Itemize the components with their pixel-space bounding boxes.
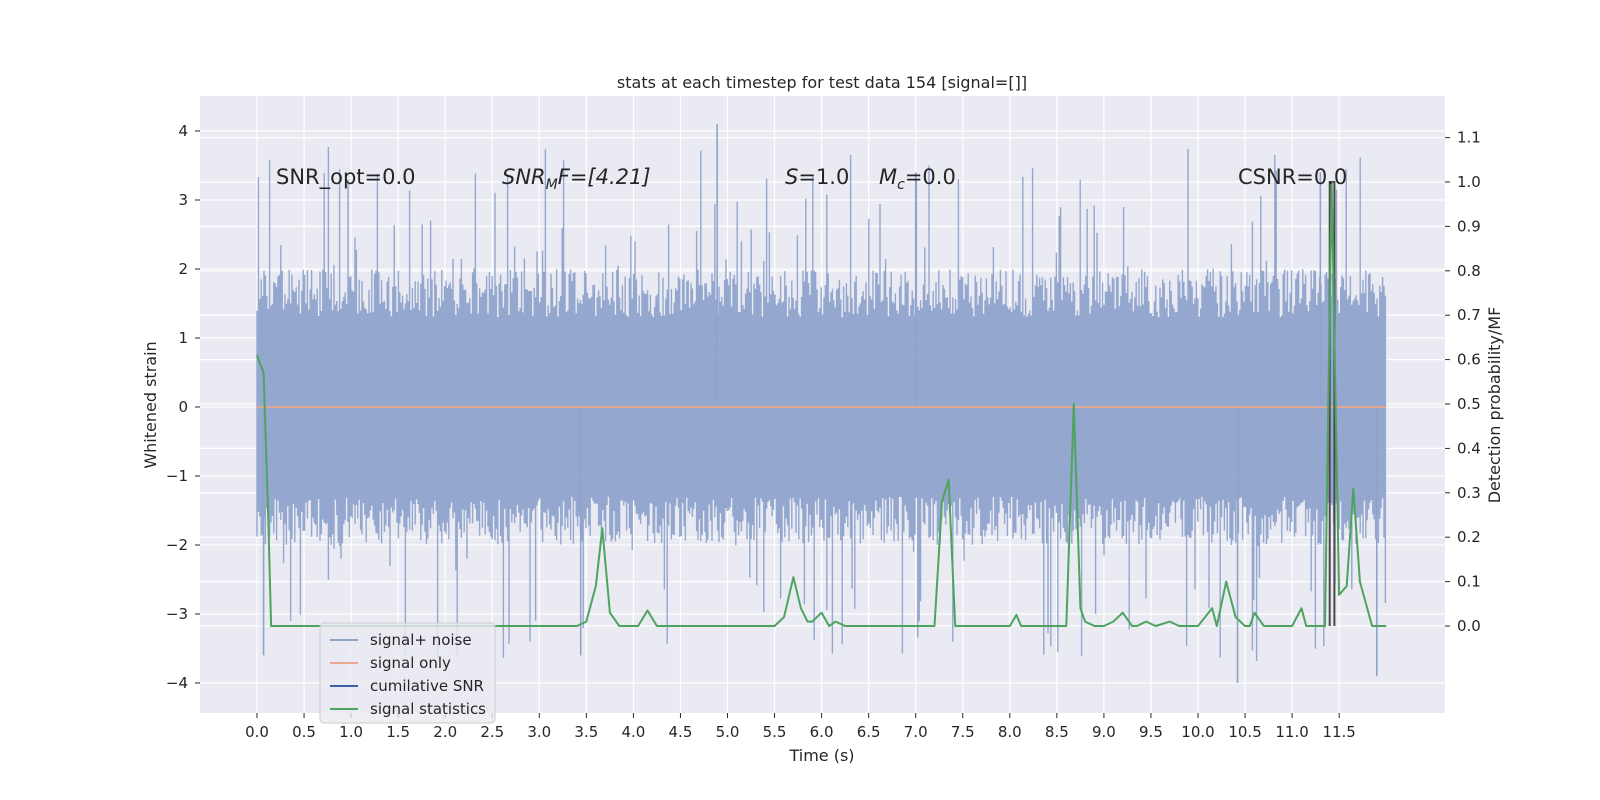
y-tick-label: −3 — [166, 605, 188, 623]
x-tick-label: 0.5 — [292, 723, 316, 741]
y-axis-right-label: Detection probability/MF — [1485, 307, 1504, 504]
y-right-tick-label: 0.1 — [1457, 573, 1481, 591]
x-tick-label: 1.5 — [386, 723, 410, 741]
y-right-tick-label: 0.0 — [1457, 617, 1481, 635]
x-axis-label: Time (s) — [788, 746, 854, 765]
x-tick-label: 7.0 — [904, 723, 928, 741]
annotation-snr-mf-sub: M — [546, 177, 558, 193]
y-right-tick-label: 0.6 — [1457, 351, 1481, 369]
y-tick-label: 2 — [178, 260, 188, 278]
annotation-mc: Mc=0.0 — [879, 165, 956, 193]
annotation-s-main: S — [785, 165, 798, 189]
x-tick-label: 9.5 — [1139, 723, 1163, 741]
chart-title: stats at each timestep for test data 154… — [617, 73, 1027, 92]
axis-ticks: 0.0 0.5 1.0 1.5 2.0 2.5 3.0 3.5 4.0 4.5 5.0 5.5 6.0 6… — [166, 122, 1481, 741]
legend-label-signal-noise: signal+ noise — [370, 631, 472, 649]
signal-statistics-line — [256, 181, 1387, 627]
y-right-tick-label: 0.2 — [1457, 528, 1481, 546]
annotation-snr-mf-rest: F=[4.21] — [558, 165, 651, 189]
x-tick-label: 8.5 — [1045, 723, 1069, 741]
x-tick-label: 10.5 — [1228, 723, 1261, 741]
x-tick-label: 0.0 — [245, 723, 269, 741]
x-tick-label: 4.0 — [621, 723, 645, 741]
y-right-tick-label: 0.7 — [1457, 306, 1481, 324]
y-right-tick-label: 0.5 — [1457, 395, 1481, 413]
x-tick-label: 10.0 — [1181, 723, 1214, 741]
legend-label-cumulative-snr: cumilative SNR — [370, 677, 484, 695]
y-tick-label: −1 — [166, 467, 188, 485]
x-tick-label: 5.5 — [763, 723, 787, 741]
x-tick-label: 3.5 — [574, 723, 598, 741]
annotation-snr-mf: SNRMF=[4.21] — [502, 165, 651, 193]
annotation-snr-opt: SNR_opt=0.0 — [276, 165, 416, 190]
y-right-tick-label: 0.3 — [1457, 484, 1481, 502]
x-tick-label: 9.0 — [1092, 723, 1116, 741]
y-tick-label: −4 — [166, 674, 188, 692]
y-tick-label: 3 — [178, 191, 188, 209]
y-right-tick-label: 1.0 — [1457, 173, 1481, 191]
y-tick-label: 4 — [178, 122, 188, 140]
legend-label-signal-only: signal only — [370, 654, 451, 672]
x-tick-label: 6.5 — [857, 723, 881, 741]
x-tick-label: 5.0 — [716, 723, 740, 741]
legend: signal+ noise signal only cumilative SNR… — [319, 622, 496, 724]
y-axis-label: Whitened strain — [141, 341, 160, 468]
legend-box — [319, 622, 496, 724]
x-tick-label: 7.5 — [951, 723, 975, 741]
x-tick-label: 6.0 — [810, 723, 834, 741]
signal-noise-series — [256, 124, 1387, 683]
annotation-snr-mf-main: SNR — [502, 165, 546, 189]
x-tick-label: 3.0 — [527, 723, 551, 741]
x-tick-label: 11.0 — [1275, 723, 1308, 741]
x-tick-label: 2.5 — [480, 723, 504, 741]
x-tick-label: 1.0 — [339, 723, 363, 741]
y-right-tick-label: 0.4 — [1457, 439, 1481, 457]
annotation-mc-main: M — [879, 165, 897, 189]
annotation-csnr: CSNR=0.0 — [1238, 165, 1347, 189]
y-tick-label: −2 — [166, 536, 188, 554]
y-tick-label: 0 — [178, 398, 188, 416]
legend-label-signal-statistics: signal statistics — [370, 700, 486, 718]
y-tick-label: 1 — [178, 329, 188, 347]
x-tick-label: 2.0 — [433, 723, 457, 741]
annotation-s-rest: =1.0 — [798, 165, 849, 189]
y-right-tick-label: 0.9 — [1457, 217, 1481, 235]
x-tick-label: 4.5 — [669, 723, 693, 741]
annotation-mc-rest: =0.0 — [905, 165, 956, 189]
x-tick-label: 11.5 — [1322, 723, 1355, 741]
line-series — [256, 181, 1387, 627]
x-tick-label: 8.0 — [998, 723, 1022, 741]
y-right-tick-label: 0.8 — [1457, 262, 1481, 280]
y-right-tick-label: 1.1 — [1457, 129, 1481, 147]
annotation-s: S=1.0 — [785, 165, 849, 189]
annotation-mc-sub: c — [897, 177, 905, 193]
